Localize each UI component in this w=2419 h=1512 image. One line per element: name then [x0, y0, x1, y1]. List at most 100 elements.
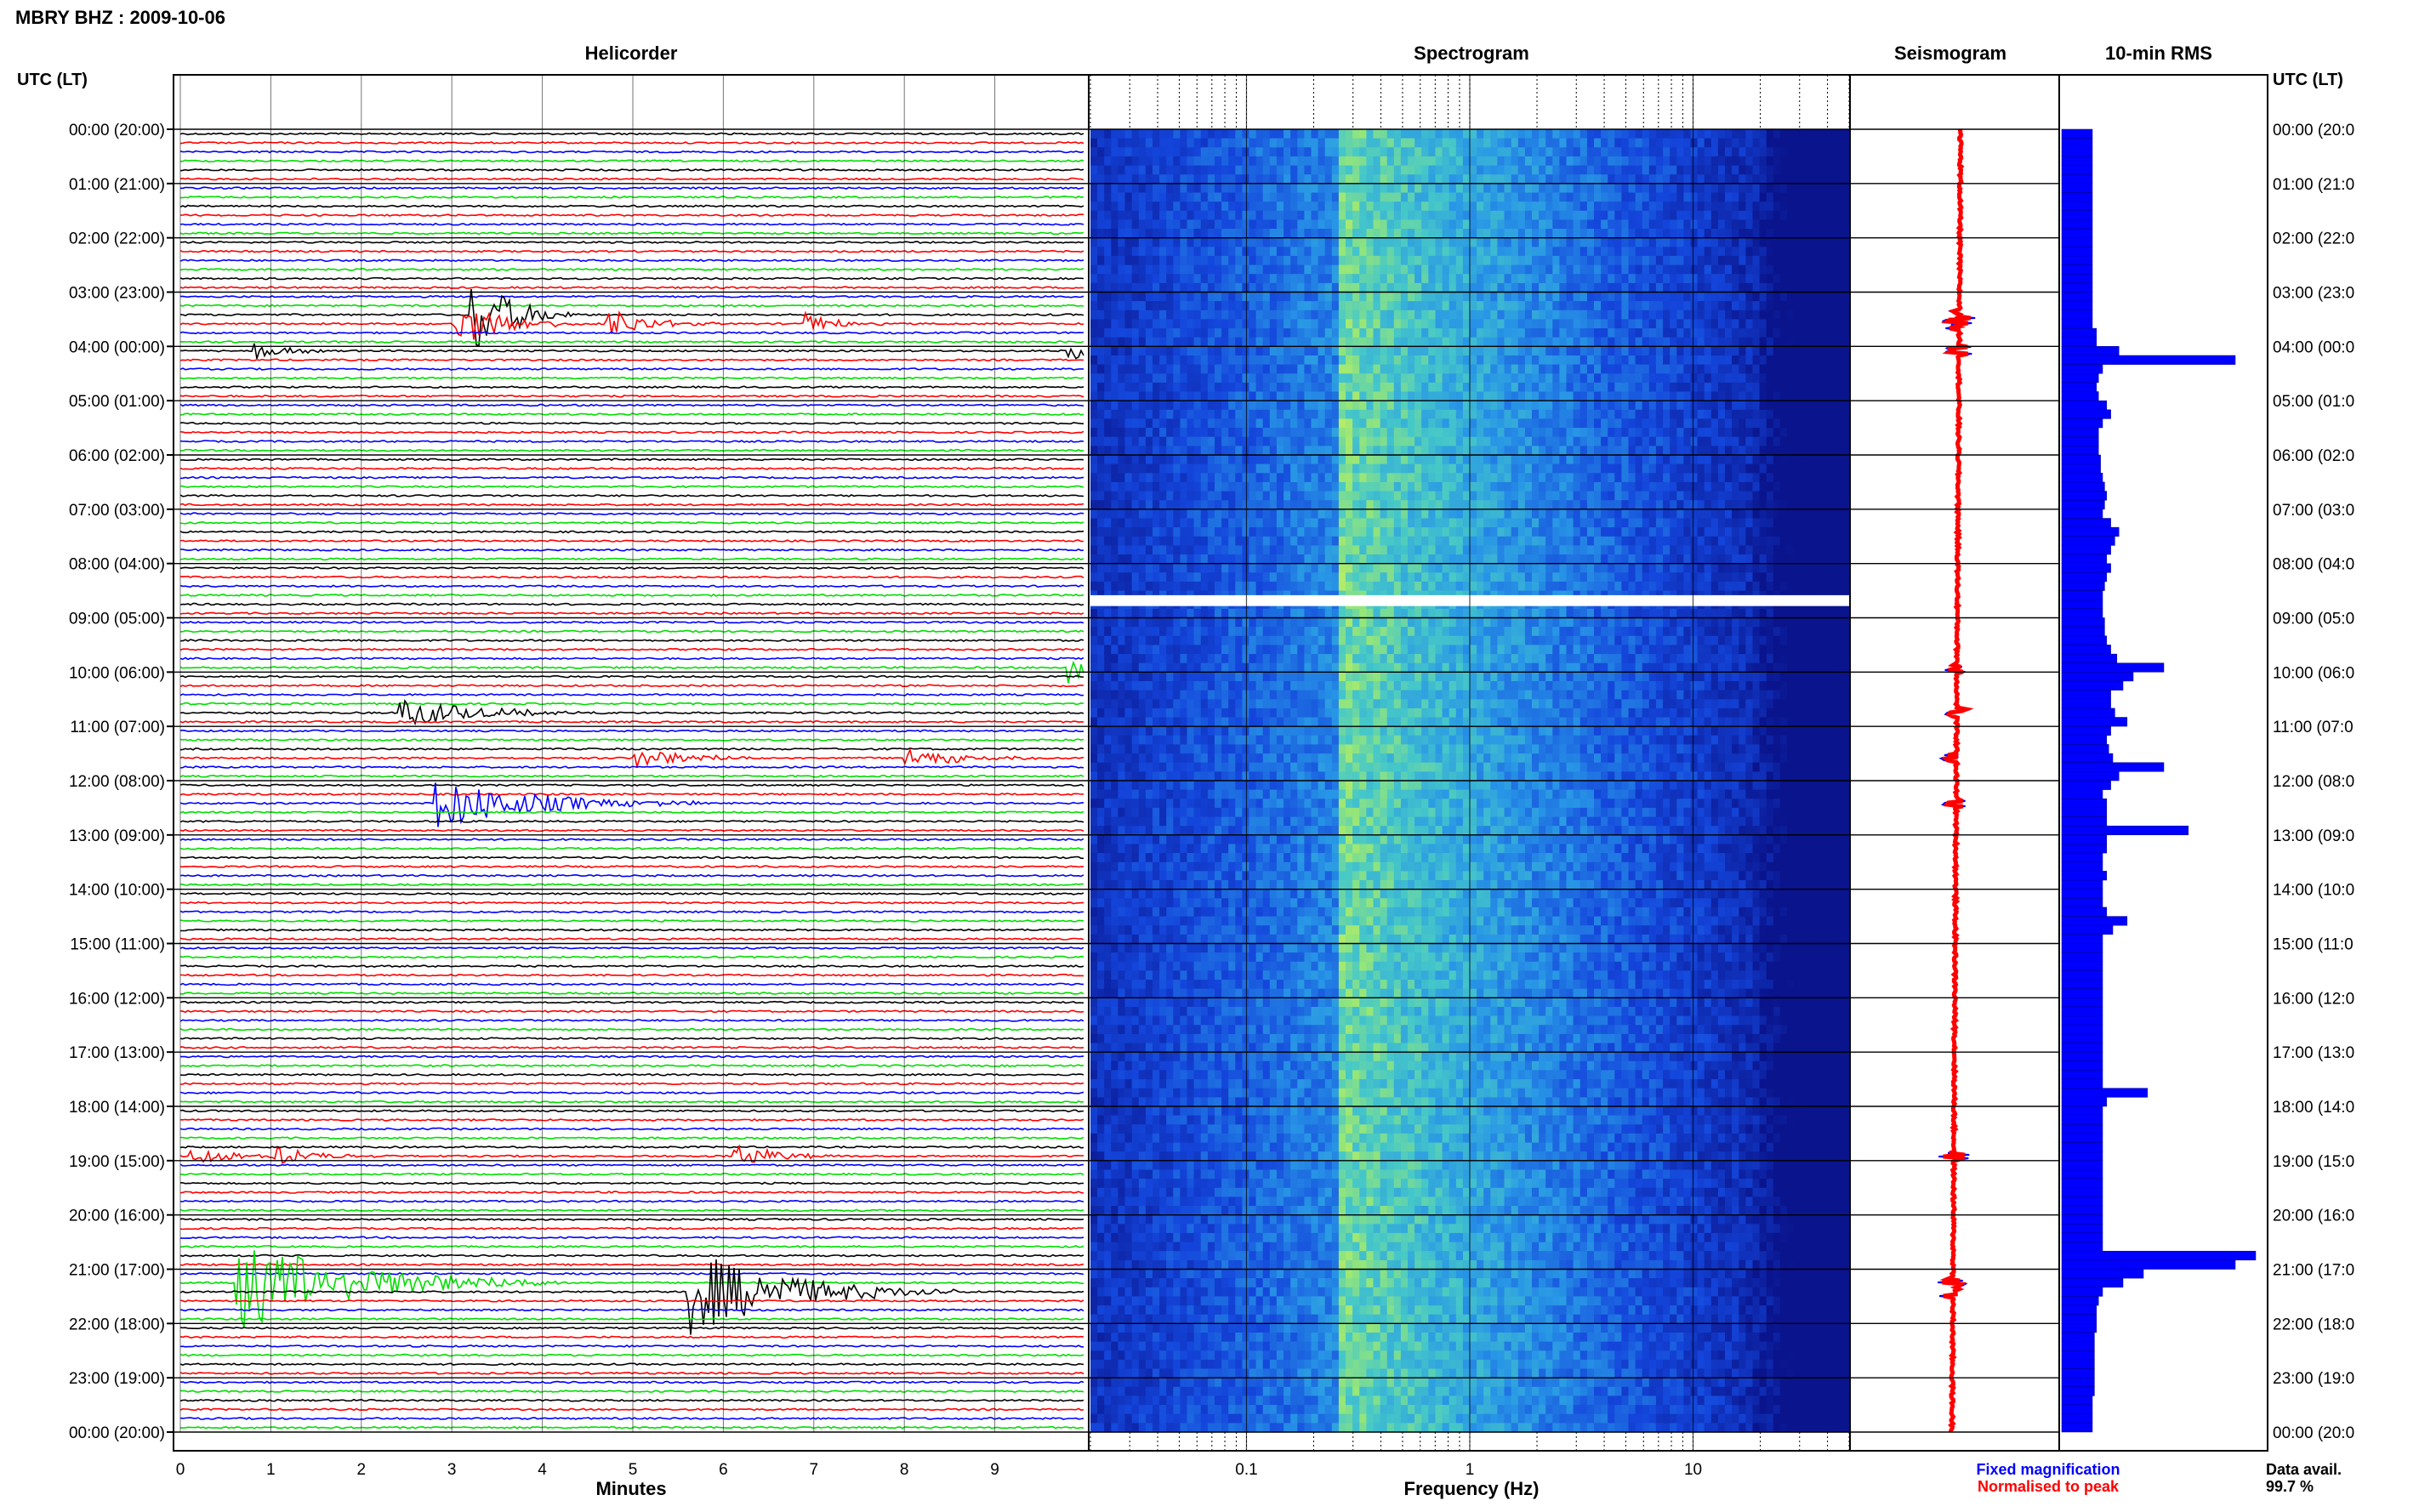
spectrogram-cell — [1414, 283, 1422, 293]
spectrogram-cell — [1428, 492, 1436, 501]
spectrogram-cell — [1767, 383, 1774, 392]
spectrogram-cell — [1580, 156, 1588, 166]
spectrogram-cell — [1346, 219, 1353, 229]
spectrogram-cell — [1545, 410, 1553, 419]
spectrogram-cell — [1629, 437, 1636, 446]
spectrogram-cell — [1676, 147, 1684, 156]
spectrogram-cell — [1621, 392, 1629, 401]
spectrogram-cell — [1767, 139, 1774, 148]
spectrogram-cell — [1649, 383, 1657, 392]
spectrogram-cell — [1718, 365, 1726, 374]
spectrogram-cell — [1159, 283, 1167, 293]
spectrogram-cell — [1235, 492, 1243, 501]
spectrogram-cell — [1807, 383, 1815, 392]
spectrogram-cell — [1270, 156, 1278, 166]
spectrogram-cell — [1304, 428, 1312, 437]
spectrogram-cell — [1139, 383, 1147, 392]
spectrogram-cell — [1636, 238, 1643, 247]
spectrogram-cell — [1366, 328, 1374, 338]
spectrogram-cell — [1745, 346, 1753, 355]
spectrogram-cell — [1166, 219, 1174, 229]
spectrogram-cell — [1511, 265, 1519, 275]
spectrogram-cell — [1683, 519, 1691, 528]
helicorder-row-trace — [180, 1246, 1084, 1248]
spectrogram-cell — [1676, 392, 1684, 401]
spectrogram-cell — [1691, 446, 1699, 455]
spectrogram-cell — [1794, 310, 1801, 320]
spectrogram-cell — [1787, 319, 1795, 328]
spectrogram-cell — [1525, 247, 1533, 256]
spectrogram-cell — [1215, 211, 1222, 220]
spectrogram-cell — [1421, 328, 1429, 338]
spectrogram-cell — [1173, 310, 1181, 320]
spectrogram-cell — [1642, 428, 1650, 437]
spectrogram-cell — [1711, 492, 1719, 501]
spectrogram-cell — [1739, 418, 1746, 428]
spectrogram-cell — [1773, 202, 1781, 211]
spectrogram-cell — [1215, 166, 1222, 175]
spectrogram-cell — [1394, 401, 1402, 410]
spectrogram-cell — [1449, 410, 1457, 419]
spectrogram-cell — [1090, 310, 1098, 320]
spectrogram-cell — [1104, 437, 1112, 446]
helicorder-row-trace — [180, 1236, 1084, 1238]
spectrogram-cell — [1574, 401, 1581, 410]
spectrogram-cell — [1166, 500, 1174, 509]
spectrogram-cell — [1683, 174, 1691, 184]
spectrogram-cell — [1380, 410, 1388, 419]
spectrogram-cell — [1753, 355, 1761, 365]
spectrogram-cell — [1815, 283, 1823, 293]
spectrogram-cell — [1725, 401, 1733, 410]
spectrogram-cell — [1283, 509, 1291, 519]
spectrogram-cell — [1339, 437, 1346, 446]
spectrogram-cell — [1325, 482, 1333, 492]
helicorder-row-trace — [180, 1119, 1084, 1121]
spectrogram-cell — [1670, 184, 1677, 193]
spectrogram-cell — [1249, 464, 1257, 474]
spectrogram-cell — [1090, 355, 1098, 365]
helicorder-row-trace — [180, 287, 1084, 288]
spectrogram-cell — [1574, 437, 1581, 446]
spectrogram-cell — [1436, 229, 1443, 238]
spectrogram-cell — [1656, 446, 1664, 455]
spectrogram-cell — [1477, 355, 1484, 365]
spectrogram-cell — [1235, 229, 1243, 238]
spectrogram-cell — [1139, 338, 1147, 347]
spectrogram-cell — [1794, 274, 1801, 283]
spectrogram-cell — [1760, 482, 1767, 492]
spectrogram-cell — [1497, 401, 1505, 410]
spectrogram-cell — [1208, 274, 1215, 283]
spectrogram-cell — [1753, 418, 1761, 428]
spectrogram-cell — [1780, 301, 1788, 310]
spectrogram-cell — [1318, 274, 1326, 283]
spectrogram-cell — [1332, 238, 1340, 247]
spectrogram-cell — [1339, 238, 1346, 247]
spectrogram-cell — [1332, 338, 1340, 347]
spectrogram-cell — [1436, 184, 1443, 193]
spectrogram-cell — [1676, 247, 1684, 256]
spectrogram-cell — [1552, 355, 1560, 365]
spectrogram-cell — [1449, 229, 1457, 238]
spectrogram-cell — [1290, 392, 1298, 401]
spectrogram-cell — [1642, 464, 1650, 474]
spectrogram-cell — [1822, 219, 1830, 229]
spectrogram-cell — [1374, 166, 1381, 175]
spectrogram-cell — [1118, 301, 1125, 310]
spectrogram-cell — [1511, 319, 1519, 328]
spectrogram-cell — [1270, 492, 1278, 501]
spectrogram-cell — [1525, 338, 1533, 347]
spectrogram-cell — [1304, 274, 1312, 283]
spectrogram-cell — [1159, 219, 1167, 229]
spectrogram-cell — [1235, 202, 1243, 211]
spectrogram-cell — [1739, 147, 1746, 156]
spectrogram-cell — [1725, 418, 1733, 428]
spectrogram-cell — [1436, 346, 1443, 355]
spectrogram-cell — [1676, 482, 1684, 492]
spectrogram-cell — [1146, 310, 1153, 320]
spectrogram-cell — [1104, 519, 1112, 528]
spectrogram-cell — [1401, 346, 1409, 355]
spectrogram-cell — [1312, 401, 1319, 410]
spectrogram-cell — [1497, 310, 1505, 320]
spectrogram-cell — [1270, 139, 1278, 148]
helicorder-row-trace — [180, 866, 1084, 867]
